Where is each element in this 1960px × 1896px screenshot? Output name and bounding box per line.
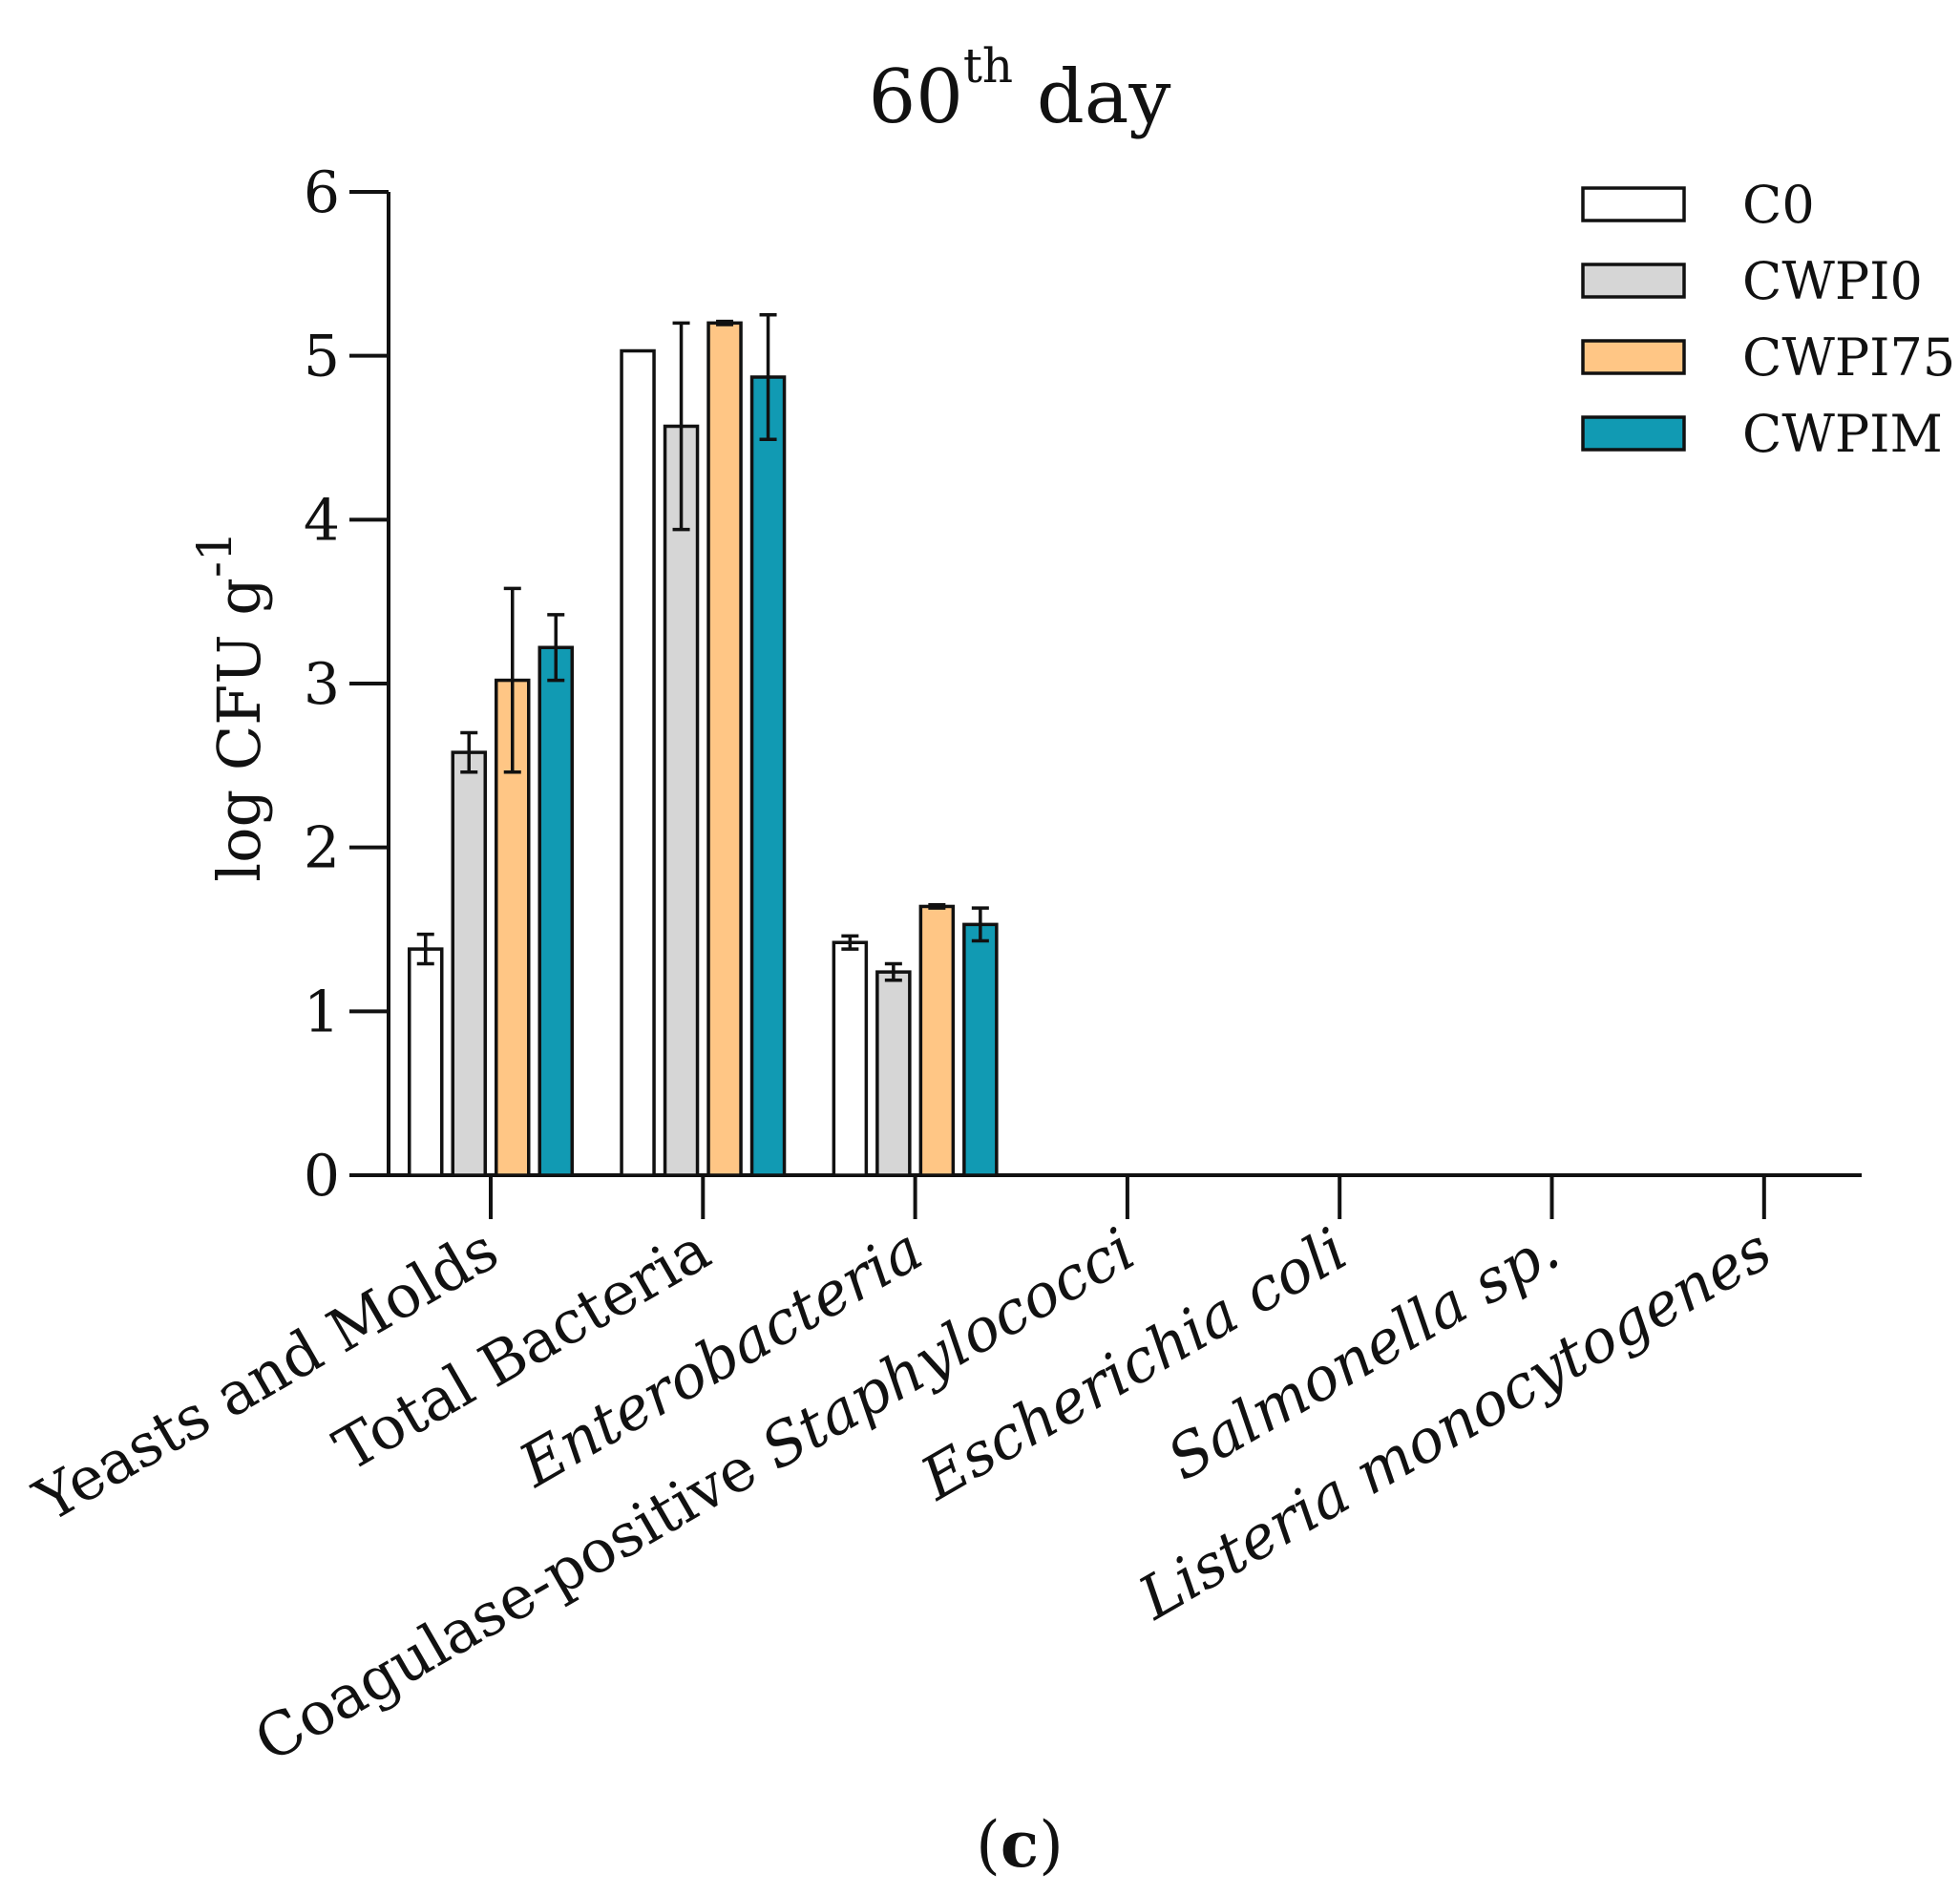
- legend-label-cwpi75: CWPI75: [1742, 327, 1955, 388]
- bar-cwpi0: [875, 970, 912, 1177]
- bar-c0: [620, 348, 656, 1177]
- legend: C0 CWPI0 CWPI75 CWPIM: [1581, 175, 1955, 464]
- y-axis-label-main: log CFU g: [204, 578, 274, 882]
- error-bars: [416, 313, 989, 982]
- y-tick-label: 4: [304, 487, 340, 554]
- bar-cwpi75: [918, 904, 956, 1177]
- bar-cwpim: [962, 922, 999, 1177]
- legend-label-c0: C0: [1742, 175, 1815, 235]
- bar-cwpi0: [663, 424, 700, 1177]
- y-tick-label: 2: [304, 815, 340, 882]
- bar-cwpi0: [451, 750, 487, 1177]
- legend-label-cwpi0: CWPI0: [1742, 251, 1923, 311]
- bar-c0: [408, 947, 444, 1177]
- bar-c0: [832, 940, 869, 1177]
- y-tick-label: 0: [304, 1143, 340, 1210]
- y-axis-label-superscript: -1: [187, 531, 242, 578]
- title-rest: day: [1013, 54, 1170, 140]
- y-axis-label: log CFU g-1: [187, 531, 274, 881]
- y-tick-label: 5: [304, 324, 340, 390]
- legend-swatch-c0: [1581, 186, 1686, 222]
- y-tick-label: 1: [304, 979, 340, 1045]
- panel-label-close: ): [1039, 1808, 1064, 1882]
- panel-label-letter: c: [1001, 1807, 1039, 1882]
- chart-title: 60th day: [869, 38, 1171, 140]
- legend-swatch-cwpi0: [1581, 263, 1686, 299]
- bars: [408, 321, 999, 1177]
- bar-cwpi75: [706, 321, 743, 1177]
- x-ticks: [489, 1175, 1766, 1219]
- title-superscript: th: [963, 38, 1013, 94]
- legend-label-cwpim: CWPIM: [1742, 404, 1943, 464]
- y-ticks: 0 1 2 3 4 5 6: [304, 159, 389, 1210]
- y-tick-label: 3: [304, 651, 340, 718]
- legend-swatch-cwpim: [1581, 415, 1686, 452]
- panel-label-open: (: [976, 1808, 1001, 1882]
- bar-cwpim: [749, 375, 787, 1177]
- y-tick-label: 6: [304, 159, 340, 226]
- bar-cwpim: [537, 645, 574, 1177]
- title-number: 60: [869, 54, 963, 140]
- legend-swatch-cwpi75: [1581, 339, 1686, 375]
- panel-label: (c): [976, 1807, 1064, 1882]
